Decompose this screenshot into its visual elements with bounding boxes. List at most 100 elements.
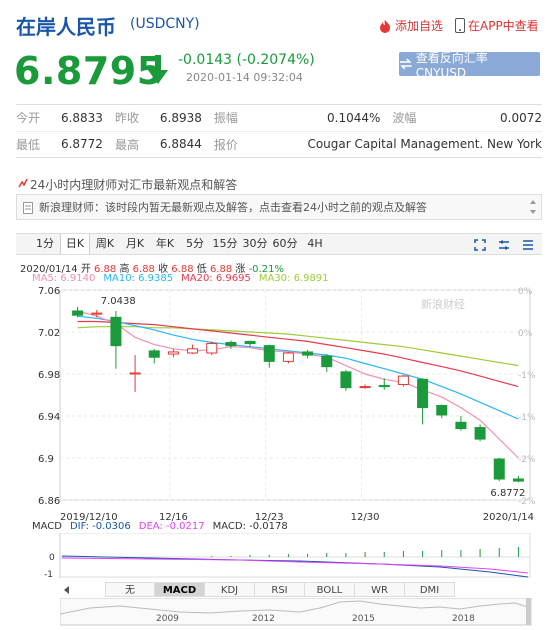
info-date: 2020/01/14 xyxy=(20,264,78,275)
ma30-line xyxy=(77,326,519,367)
pct-tick-label: -2% xyxy=(518,497,536,507)
candle-body xyxy=(512,478,524,482)
tab-15min[interactable]: 15分 xyxy=(212,237,238,250)
low-value: 6.8772 xyxy=(60,137,103,152)
info-low-value: 6.88 xyxy=(209,264,233,275)
pct-tick-label: -1% xyxy=(518,371,536,381)
candle-body xyxy=(302,351,314,356)
insight-title[interactable]: 24小时内理财师对汇市最新观点和解答 xyxy=(30,178,238,192)
prev-arrow-icon[interactable] xyxy=(62,584,72,596)
current-price: 6.8795 xyxy=(14,49,164,93)
candle-body xyxy=(206,343,218,354)
indicator-dmi[interactable]: DMI xyxy=(405,582,455,597)
reverse-rate-button[interactable]: 查看反向汇率 CNYUSD xyxy=(399,51,540,80)
swap-icon xyxy=(399,58,412,70)
info-close-value: 6.88 xyxy=(171,264,194,275)
info-open-value: 6.88 xyxy=(94,264,117,275)
macd-dif: DIF: -0.0306 xyxy=(69,521,131,532)
indicator-tabs: 无 MACD KDJ RSI BOLL WR DMI xyxy=(60,582,470,597)
quote-source-value: Cougar Capital Management. New York xyxy=(307,137,542,152)
macd-value: MACD: -0.0178 xyxy=(212,521,288,532)
scroll-arrows-icon[interactable] xyxy=(529,198,537,216)
macd-tick-neg1: -1 xyxy=(44,570,53,578)
candle-body xyxy=(474,427,486,440)
wave-key: 波幅 xyxy=(392,111,417,126)
indicator-none[interactable]: 无 xyxy=(105,582,155,597)
macd-legend: MACD DIF: -0.0306 DEA: -0.0217 MACD: -0.… xyxy=(32,521,288,532)
tab-5min[interactable]: 5分 xyxy=(186,237,204,250)
timeline-navigator[interactable]: 2009 2012 2015 2018 xyxy=(60,598,532,626)
candle-body xyxy=(72,310,84,316)
open-value: 6.8833 xyxy=(60,110,103,125)
stats-table: 今开 6.8833 昨收 6.8938 振幅 0.1044% 波幅 0.0072… xyxy=(16,104,542,158)
dea-line xyxy=(61,557,529,574)
year-2018: 2018 xyxy=(452,614,475,624)
candle-body xyxy=(91,312,103,315)
x-tick-label: 12/16 xyxy=(159,512,188,523)
quote-time: 2020-01-14 09:32:04 xyxy=(186,71,303,84)
indicator-kdj[interactable]: KDJ xyxy=(205,582,255,597)
low-label: 6.8772 xyxy=(490,488,525,499)
candle-body xyxy=(493,458,505,480)
ma20-legend: MA20: 6.9695 xyxy=(181,273,251,284)
indicator-rsi[interactable]: RSI xyxy=(255,582,305,597)
tab-4h[interactable]: 4H xyxy=(307,237,323,250)
candle-body xyxy=(129,372,141,375)
candle-body xyxy=(397,375,409,385)
pct-tick-label: 0% xyxy=(518,329,533,339)
tab-monthly[interactable]: 月K xyxy=(125,237,145,250)
x-tick-label: 12/23 xyxy=(255,512,284,523)
year-2012: 2012 xyxy=(252,614,275,624)
amplitude-key: 振幅 xyxy=(213,111,238,126)
phone-icon xyxy=(455,18,465,33)
x-tick-label: 2019/12/10 xyxy=(60,512,118,523)
range-handle[interactable] xyxy=(526,598,531,625)
high-label: 7.0438 xyxy=(101,296,136,307)
tab-60min[interactable]: 60分 xyxy=(272,237,298,250)
wave-value: 0.0072 xyxy=(500,110,542,125)
candle-body xyxy=(244,340,256,345)
candle-body xyxy=(263,345,275,362)
macd-chart[interactable]: 0 -1 xyxy=(0,533,550,578)
ma20-line xyxy=(77,320,519,388)
reverse-rate-label: 查看反向汇率 CNYUSD xyxy=(415,50,488,80)
pct-tick-label: 0% xyxy=(518,287,533,297)
candle-body xyxy=(340,371,352,389)
y-tick-label: 6.98 xyxy=(38,370,60,381)
tab-1min[interactable]: 1分 xyxy=(36,237,54,250)
prev-close-key: 昨收 xyxy=(114,111,139,126)
fullscreen-icon[interactable] xyxy=(474,239,486,251)
tab-daily[interactable]: 日K xyxy=(60,234,90,254)
indicator-boll[interactable]: BOLL xyxy=(305,582,355,597)
info-low-key: 低 xyxy=(196,264,207,275)
low-key: 最低 xyxy=(16,137,41,152)
candlestick-chart[interactable]: 7.067.026.986.946.96.860%0%-1%-1%-2%-2% … xyxy=(0,284,550,524)
macd-dea: DEA: -0.0217 xyxy=(138,521,205,532)
menu-icon[interactable] xyxy=(522,239,534,251)
tab-weekly[interactable]: 周K xyxy=(95,237,115,250)
tab-yearly[interactable]: 年K xyxy=(155,237,175,250)
down-arrow-icon xyxy=(148,55,168,84)
ma10-line xyxy=(77,315,519,420)
indicator-wr[interactable]: WR xyxy=(355,582,405,597)
view-in-app-button[interactable]: 在APP中查看 xyxy=(455,17,539,34)
amplitude-value: 0.1044% xyxy=(327,110,381,125)
settings-icon[interactable] xyxy=(498,239,510,251)
info-rate-key: 涨 xyxy=(235,264,246,275)
pct-tick-label: -1% xyxy=(518,413,536,423)
candle-body xyxy=(148,350,160,358)
chart-frame xyxy=(59,289,531,501)
tab-30min[interactable]: 30分 xyxy=(242,237,268,250)
ma-legend: MA5: 6.9140 MA10: 6.9385 MA20: 6.9695 MA… xyxy=(32,273,329,284)
info-open-key: 开 xyxy=(80,264,91,275)
indicator-macd[interactable]: MACD xyxy=(155,582,205,597)
candle-body xyxy=(436,405,448,416)
high-key: 最高 xyxy=(114,137,139,152)
x-tick-label: 2020/1/14 xyxy=(483,512,534,523)
ma5-line xyxy=(77,310,519,459)
y-tick-label: 6.94 xyxy=(38,412,60,423)
add-favorite-button[interactable]: 添加自选 xyxy=(378,17,443,34)
info-high-value: 6.88 xyxy=(132,264,155,275)
insight-box[interactable]: 新浪理财师：该时段内暂无最新观点及解答，点击查看24小时之前的观点及解答 xyxy=(16,194,542,220)
watermark: 新浪财经 xyxy=(421,297,465,311)
